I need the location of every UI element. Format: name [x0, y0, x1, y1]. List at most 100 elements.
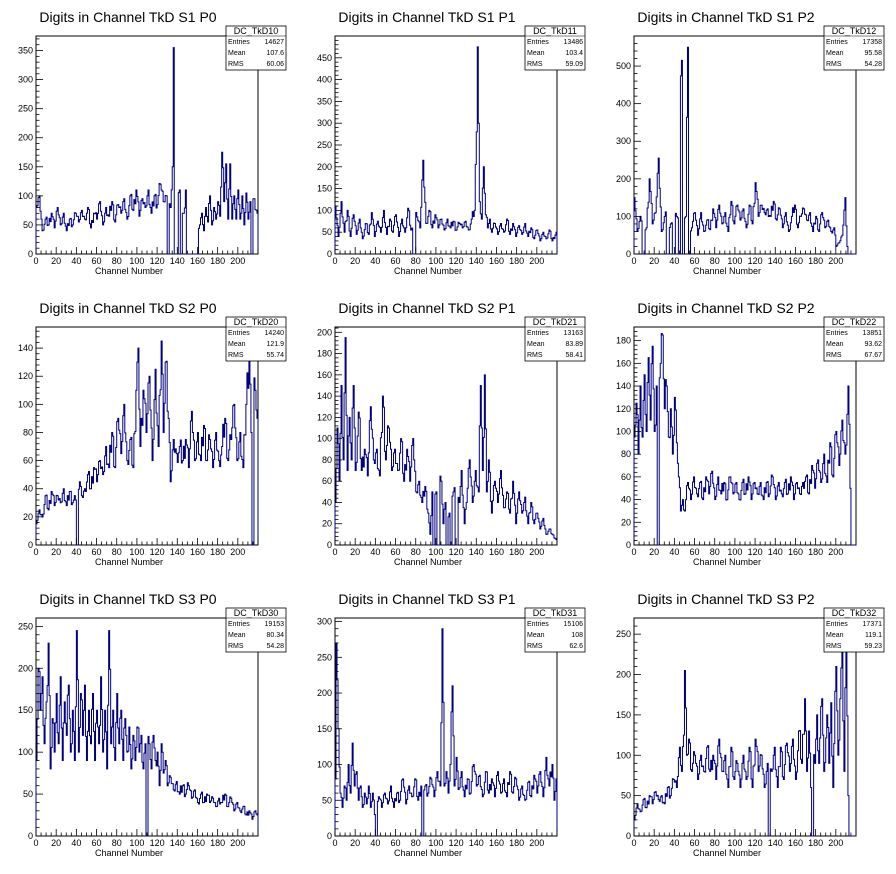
- y-tick-label: 200: [18, 133, 33, 143]
- y-tick-label: 50: [621, 791, 631, 801]
- stats-value: 83.89: [565, 341, 583, 348]
- histogram-svg: Digits in Channel TkD S2 P2 0 20 40 60 80 100 1…: [616, 300, 885, 567]
- x-tick-label: 80: [112, 547, 122, 557]
- y-tick-label: 100: [317, 434, 332, 444]
- x-tick-label: 180: [509, 256, 524, 266]
- stats-box: DC_TkD21 Entries 13163 Mean 83.89 RMS 58.41: [524, 316, 586, 362]
- x-tick-label: 140: [170, 256, 185, 266]
- x-tick-label: 120: [449, 547, 464, 557]
- x-tick-label: 0: [332, 256, 337, 266]
- x-tick-label: 160: [489, 547, 504, 557]
- x-tick-label: 0: [631, 838, 636, 848]
- histogram-svg: Digits in Channel TkD S3 P2 0 20 40 60 80 100 1…: [616, 591, 885, 858]
- x-axis-label: Channel Number: [95, 557, 163, 567]
- histogram-series: [334, 628, 558, 837]
- x-tick-label: 120: [748, 838, 763, 848]
- x-tick-label: 20: [350, 838, 360, 848]
- x-tick-label: 0: [33, 256, 38, 266]
- x-tick-label: 180: [808, 838, 823, 848]
- x-tick-label: 100: [428, 256, 443, 266]
- x-tick-label: 180: [210, 547, 225, 557]
- plot-frame: [334, 35, 558, 255]
- stats-label: RMS: [228, 352, 244, 359]
- y-tick-label: 160: [317, 370, 332, 380]
- stats-label: Entries: [527, 330, 549, 337]
- stats-label: Entries: [228, 39, 250, 46]
- y-tick-label: 300: [616, 136, 631, 146]
- y-tick-label: 80: [621, 449, 631, 459]
- y-tick-label: 200: [317, 162, 332, 172]
- stats-label: Entries: [228, 621, 250, 628]
- x-tick-label: 80: [411, 256, 421, 266]
- x-tick-label: 40: [71, 547, 81, 557]
- y-tick-label: 0: [327, 831, 332, 841]
- stats-value: 59.09: [565, 61, 583, 68]
- y-tick-label: 100: [317, 760, 332, 770]
- stats-value: 54.28: [864, 61, 882, 68]
- x-tick-label: 60: [92, 838, 102, 848]
- y-tick-label: 50: [23, 789, 33, 799]
- x-axis-label: Channel Number: [394, 557, 462, 567]
- stats-value: 108: [571, 632, 583, 639]
- x-tick-label: 160: [489, 256, 504, 266]
- y-tick-label: 100: [317, 205, 332, 215]
- plot-frame: [334, 617, 558, 837]
- histogram-panel-s1-p0: Digits in Channel TkD S1 P0 0 20 40 60 80 100 1…: [0, 0, 298, 291]
- stats-box: DC_TkD32 Entries 17371 Mean 119.1 RMS 59.23: [823, 607, 885, 653]
- histogram-series: [334, 46, 558, 255]
- x-tick-label: 200: [230, 547, 245, 557]
- y-tick-label: 0: [28, 831, 33, 841]
- x-tick-label: 140: [469, 547, 484, 557]
- y-tick-label: 0: [626, 540, 631, 550]
- x-tick-label: 20: [350, 256, 360, 266]
- y-tick-label: 150: [317, 184, 332, 194]
- x-tick-label: 40: [370, 256, 380, 266]
- stats-label: Mean: [228, 341, 246, 348]
- y-tick-label: 150: [317, 724, 332, 734]
- y-tick-label: 40: [322, 497, 332, 507]
- y-tick-label: 250: [317, 652, 332, 662]
- histogram-panel-s2-p0: Digits in Channel TkD S2 P0 0 20 40 60 80 100 1…: [0, 291, 298, 582]
- y-tick-label: 20: [621, 517, 631, 527]
- y-tick-label: 200: [616, 174, 631, 184]
- y-tick-label: 0: [327, 249, 332, 259]
- x-tick-label: 60: [92, 256, 102, 266]
- x-axis-label: Channel Number: [693, 557, 761, 567]
- stats-label: Mean: [826, 50, 844, 57]
- y-tick-label: 100: [616, 750, 631, 760]
- histogram-panel-s2-p2: Digits in Channel TkD S2 P2 0 20 40 60 80 100 1…: [598, 291, 896, 582]
- stats-value: 60.06: [266, 61, 284, 68]
- stats-name: DC_TkD22: [832, 317, 877, 327]
- stats-value: 80.34: [266, 632, 284, 639]
- y-tick-label: 200: [317, 688, 332, 698]
- x-tick-label: 180: [210, 838, 225, 848]
- x-tick-label: 40: [669, 838, 679, 848]
- stats-box: DC_TkD10 Entries 14627 Mean 107.6 RMS 60.06: [225, 25, 287, 71]
- x-tick-label: 200: [529, 256, 544, 266]
- histogram-svg: Digits in Channel TkD S3 P0 0 20 40 60 80 100 1…: [18, 591, 287, 858]
- x-axis-label: Channel Number: [394, 266, 462, 276]
- y-tick-label: 300: [18, 75, 33, 85]
- y-tick-label: 400: [317, 75, 332, 85]
- chart-title: Digits in Channel TkD S1 P2: [637, 9, 814, 25]
- x-tick-label: 0: [33, 547, 38, 557]
- x-tick-label: 100: [727, 256, 742, 266]
- stats-box: DC_TkD11 Entries 13486 Mean 103.4 RMS 59.09: [524, 25, 586, 71]
- x-tick-label: 60: [391, 838, 401, 848]
- y-tick-label: 40: [23, 484, 33, 494]
- plot-frame: [35, 617, 259, 837]
- y-tick-label: 40: [621, 495, 631, 505]
- stats-value: 55.74: [266, 352, 284, 359]
- x-tick-label: 120: [748, 256, 763, 266]
- stats-box: DC_TkD31 Entries 15106 Mean 108 RMS 62.6: [524, 607, 586, 653]
- x-tick-label: 80: [112, 256, 122, 266]
- stats-value: 54.28: [266, 643, 284, 650]
- stats-label: Entries: [826, 621, 848, 628]
- x-tick-label: 200: [529, 547, 544, 557]
- histogram-panel-s3-p2: Digits in Channel TkD S3 P2 0 20 40 60 80 100 1…: [598, 582, 896, 873]
- x-tick-label: 180: [210, 256, 225, 266]
- y-tick-label: 60: [621, 472, 631, 482]
- x-tick-label: 140: [469, 256, 484, 266]
- y-tick-label: 0: [626, 831, 631, 841]
- x-tick-label: 80: [710, 838, 720, 848]
